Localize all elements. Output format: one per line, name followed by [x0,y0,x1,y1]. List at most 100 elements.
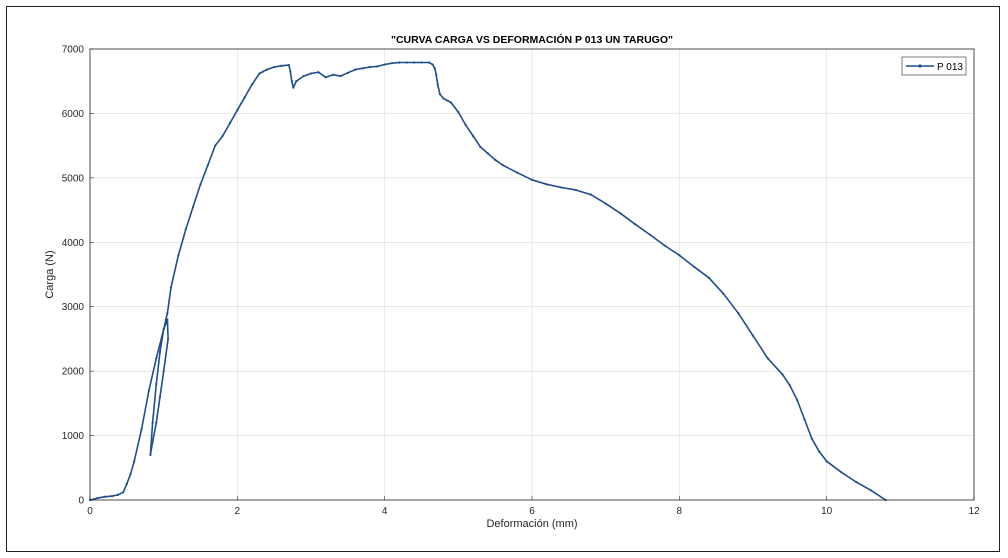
data-point [129,473,132,476]
data-point [162,370,165,373]
data-point [243,96,246,99]
data-point [125,482,128,485]
data-point [427,61,430,64]
data-point [494,158,497,161]
y-tick-label: 5000 [62,173,85,184]
data-point [236,109,239,112]
chart-title: "CURVA CARGA VS DEFORMACIÓN P 013 UN TAR… [391,33,673,46]
data-point [438,93,442,96]
data-point [436,83,439,86]
data-point [192,205,195,208]
data-point [206,163,209,167]
data-point [486,152,489,155]
data-point [648,233,651,236]
x-tick-label: 6 [529,506,535,517]
y-tick-label: 3000 [62,302,85,313]
data-point [751,334,755,337]
data-point [435,73,438,76]
data-point [164,318,167,321]
data-point [339,74,342,78]
legend-marker [918,64,922,68]
data-point [383,63,386,66]
data-point [737,312,740,315]
data-point [250,83,254,86]
data-point [840,471,843,474]
data-point [309,72,313,75]
legend: P 013 [901,56,967,76]
data-point [766,357,769,360]
data-point [228,121,232,125]
data-point [420,61,423,64]
data-point [346,71,349,74]
data-point [280,64,283,67]
data-point [158,395,162,399]
data-point [818,450,821,453]
data-point [449,101,453,104]
x-tick-label: 8 [677,506,683,517]
data-point [169,286,173,289]
data-point [589,193,593,196]
data-point [289,70,292,73]
data-point [295,80,298,83]
data-point [634,223,637,226]
data-point [177,254,180,257]
data-point [262,70,265,73]
data-point [516,171,519,174]
data-point [317,71,320,74]
y-tick-label: 1000 [62,431,85,442]
data-point [140,428,143,431]
data-point [413,61,416,64]
y-tick-label: 7000 [62,45,85,56]
data-point [464,123,467,127]
data-point [332,73,335,76]
data-point [442,97,445,100]
data-point [258,72,261,75]
data-point [855,480,858,484]
data-point [324,76,327,79]
data-point [663,244,666,247]
data-point [287,64,290,67]
data-point [147,389,151,392]
y-tick-label: 2000 [62,367,85,378]
x-axis-label: Deformación (mm) [486,518,577,530]
data-point [376,65,379,68]
data-point [199,183,202,186]
data-point [162,328,165,331]
x-tick-label: 4 [382,506,388,517]
data-point [796,399,799,402]
y-tick-label: 0 [78,496,84,507]
data-point [788,384,791,387]
data-point [471,134,475,138]
data-point [619,212,622,215]
data-point [405,61,408,64]
data-point [221,134,224,138]
x-tick-label: 12 [968,506,980,517]
data-point [575,188,578,192]
data-point [354,68,357,71]
data-point [707,276,710,279]
y-axis-label: Carga (N) [44,250,56,298]
data-point [103,495,106,498]
data-point [166,312,169,315]
data-point [292,86,295,89]
data-point [151,440,154,444]
data-point [825,460,828,463]
x-tick-label: 10 [821,506,833,517]
data-point [781,373,784,376]
data-point [545,183,548,186]
data-point [604,202,607,205]
series-layer [88,61,887,502]
data-point [457,111,460,114]
data-point [368,65,372,69]
data-point [184,228,187,231]
data-point [678,254,681,257]
data-point [501,163,504,167]
data-point [722,292,725,295]
ticks: 0 2 4 6 8 10 12 0 1000 2000 3000 4000 5000 6000 7000 [62,45,980,518]
data-point [166,337,170,341]
data-point [151,421,154,424]
data-point [446,99,449,102]
data-point [133,460,136,463]
data-point [158,350,162,353]
data-point [116,493,120,496]
